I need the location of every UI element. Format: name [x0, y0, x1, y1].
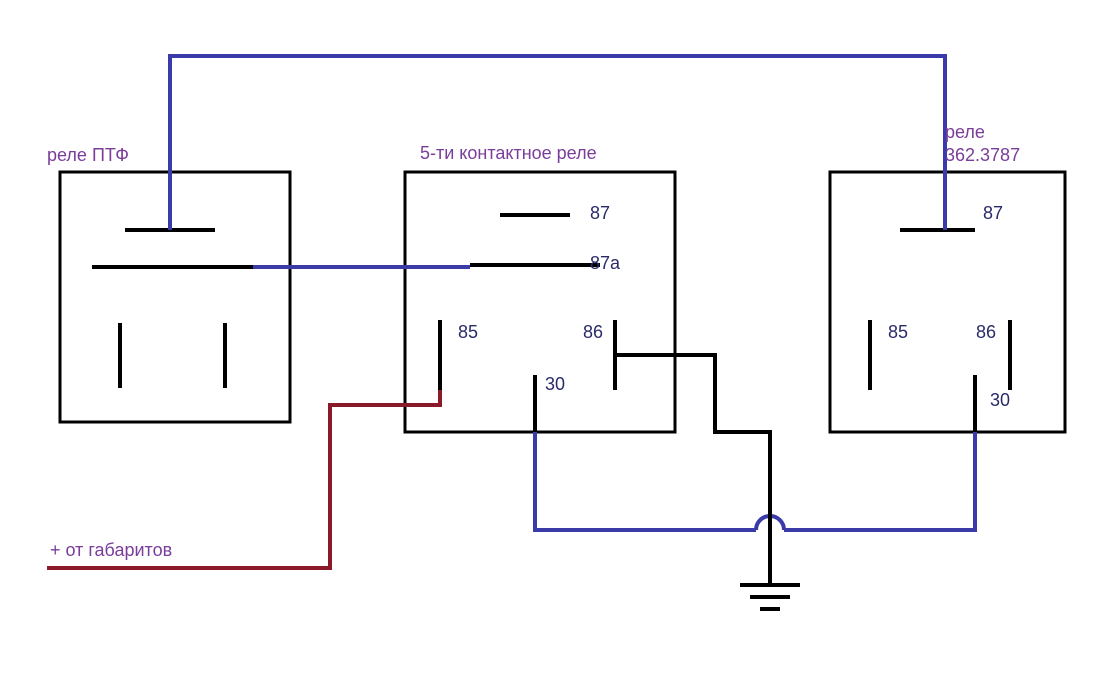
relay-ptf-box — [60, 172, 290, 422]
pin-87-label: 87 — [590, 203, 610, 224]
pin-87-362-label: 87 — [983, 203, 1003, 224]
pin-87a-label: 87a — [590, 253, 620, 274]
wire-black-ground — [615, 355, 770, 585]
relay-5pin-box — [405, 172, 675, 432]
pin-85-362-label: 85 — [888, 322, 908, 343]
power-label: + от габаритов — [50, 540, 172, 561]
schematic-diagram — [0, 0, 1109, 691]
ground-symbol — [740, 585, 800, 609]
relay-ptf-label: реле ПТФ — [47, 145, 129, 166]
pin-86-362-label: 86 — [976, 322, 996, 343]
relay-362-box — [830, 172, 1065, 432]
wire-blue-30-left — [535, 432, 756, 530]
pin-30-362-label: 30 — [990, 390, 1010, 411]
relay-362-label-1: реле — [945, 122, 985, 143]
pin-85-label: 85 — [458, 322, 478, 343]
pin-86-label: 86 — [583, 322, 603, 343]
wire-blue-30-right — [784, 432, 975, 530]
pin-30-label: 30 — [545, 374, 565, 395]
relay-5pin-label: 5-ти контактное реле — [420, 143, 597, 164]
relay-362-label-2: 362.3787 — [945, 145, 1020, 166]
